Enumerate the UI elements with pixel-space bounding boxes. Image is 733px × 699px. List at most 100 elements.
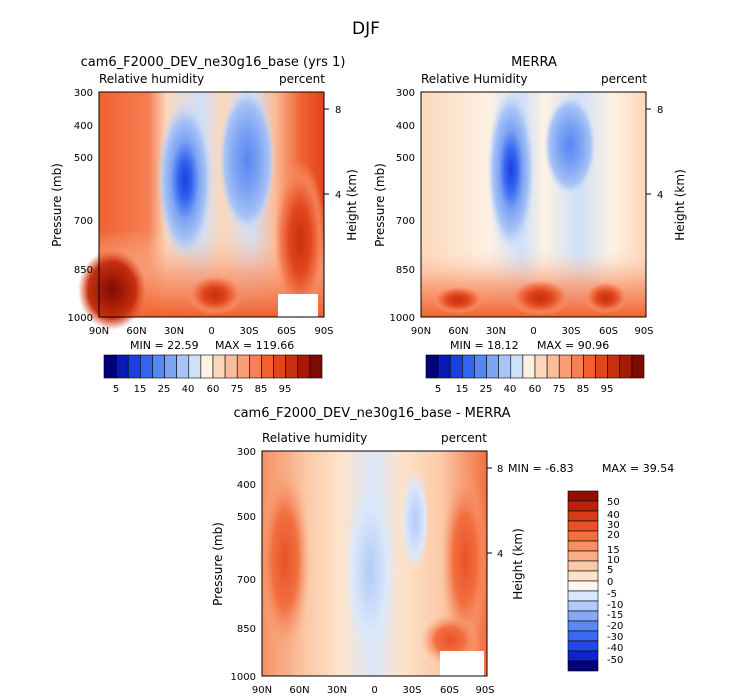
y-tick-label: 400 — [237, 480, 256, 491]
colorbar-cell — [567, 550, 599, 562]
field-blue-lobe — [219, 88, 275, 232]
colorbar-label: 95 — [601, 384, 614, 395]
y-tick-label: 400 — [74, 121, 93, 132]
colorbar-cell — [567, 630, 599, 642]
colorbar-label: 75 — [231, 384, 244, 395]
y-tick-label: 300 — [396, 88, 415, 99]
y2-tick-label: 8 — [497, 464, 503, 475]
x-tick-label: 90N — [252, 685, 272, 696]
field-blue-core — [487, 88, 535, 252]
max-stat: MAX = 119.66 — [215, 339, 294, 352]
x-tick-label: 60N — [448, 326, 468, 337]
colorbar-cell — [522, 354, 536, 379]
field-red-north — [432, 286, 484, 314]
y-tick-label: 1000 — [68, 313, 93, 324]
plot-frame — [261, 450, 488, 677]
colorbar-cell — [567, 640, 599, 652]
colorbar-cell — [567, 490, 599, 502]
y-tick-label: 1000 — [390, 313, 415, 324]
y2-axis-title: Height (km) — [673, 169, 687, 240]
colorbar-cell — [595, 354, 608, 379]
y2-tick-label: 8 — [335, 105, 341, 116]
x-tick-label: 60S — [599, 326, 618, 337]
colorbar-label: -40 — [607, 643, 623, 654]
colorbar-cell — [462, 354, 475, 379]
colorbar-cell — [474, 354, 487, 379]
y-tick-label: 850 — [396, 265, 415, 276]
y2-axis-ticks: 8 4 — [324, 105, 341, 201]
y-tick-label: 700 — [396, 216, 415, 227]
colorbar-label: 30 — [607, 520, 620, 531]
min-stat: MIN = 18.12 — [450, 339, 519, 352]
max-stat: MAX = 90.96 — [537, 339, 609, 352]
colorbar-cell — [176, 354, 190, 379]
y-axis-title: Pressure (mb) — [211, 522, 225, 606]
colorbar-label: -10 — [607, 600, 623, 611]
plot-frame — [420, 91, 647, 318]
colorbar-cell — [115, 354, 129, 379]
colorbar-cell — [631, 354, 645, 379]
colorbar-cell — [200, 354, 214, 379]
colorbar-cell — [127, 354, 141, 379]
y-axis-ticks: 300 400 500 700 850 1000 — [231, 447, 256, 683]
min-stat: MIN = -6.83 — [508, 462, 574, 475]
field-red-south — [584, 282, 628, 314]
panel-title: cam6_F2000_DEV_ne30g16_base - MERRA — [233, 406, 510, 421]
colorbar-cell — [567, 650, 599, 662]
colorbar-cell — [567, 570, 599, 582]
colorbar-cell — [224, 354, 238, 379]
x-axis-ticks: 90N 60N 30N 0 30S 60S 90S — [252, 685, 495, 696]
x-tick-label: 30N — [486, 326, 506, 337]
colorbar-label: 5 — [607, 565, 613, 576]
colorbar-cell — [449, 354, 463, 379]
y2-axis-ticks: 8 4 — [487, 464, 503, 560]
x-tick-label: 0 — [530, 326, 536, 337]
colorbar-cell — [285, 354, 299, 379]
panel-difference: cam6_F2000_DEV_ne30g16_base - MERRA Rela… — [211, 406, 674, 696]
colorbar-label: 5 — [435, 384, 441, 395]
colorbar: 50 40 30 20 15 10 5 0 -5 -10 -15 -20 -30… — [567, 490, 623, 672]
colorbar-cell — [619, 354, 633, 379]
field-blue-equator — [346, 480, 394, 660]
colorbar-label: -20 — [607, 621, 623, 632]
field-blue-core — [157, 100, 213, 260]
panel-model: cam6_F2000_DEV_ne30g16_base (yrs 1) Rela… — [50, 55, 359, 395]
colorbar-cell — [309, 354, 323, 379]
x-tick-label: 30S — [402, 685, 421, 696]
missing-region — [278, 294, 318, 317]
colorbar-cell — [188, 354, 202, 379]
min-stat: MIN = 22.59 — [130, 339, 199, 352]
x-tick-label: 30S — [239, 326, 258, 337]
max-stat: MAX = 39.54 — [602, 462, 674, 475]
x-tick-label: 0 — [371, 685, 377, 696]
colorbar-cell — [273, 354, 286, 379]
colorbar-label: 60 — [529, 384, 542, 395]
colorbar-cell — [498, 354, 512, 379]
colorbar-label: 95 — [279, 384, 292, 395]
colorbar-label: -15 — [607, 610, 623, 621]
field-red-north — [78, 250, 146, 330]
y-tick-label: 700 — [74, 216, 93, 227]
panel-title: MERRA — [511, 55, 557, 70]
colorbar-cell — [249, 354, 262, 379]
colorbar-label: 40 — [182, 384, 195, 395]
colorbar-cell — [607, 354, 621, 379]
y-axis-title: Pressure (mb) — [50, 163, 64, 247]
colorbar-label: 15 — [456, 384, 469, 395]
x-axis-ticks: 90N 60N 30N 0 30S 60S 90S — [411, 326, 654, 337]
x-tick-label: 90S — [314, 326, 333, 337]
y-tick-label: 300 — [74, 88, 93, 99]
y-tick-label: 400 — [396, 121, 415, 132]
x-tick-label: 90N — [411, 326, 431, 337]
colorbar-cell — [103, 354, 117, 379]
contour-field — [259, 450, 489, 677]
y-tick-label: 300 — [237, 447, 256, 458]
y-tick-label: 500 — [396, 153, 415, 164]
units-label: percent — [279, 72, 325, 86]
y-tick-label: 850 — [237, 624, 256, 635]
colorbar-label: 40 — [504, 384, 517, 395]
colorbar-cell — [152, 354, 165, 379]
y2-axis-title: Height (km) — [345, 169, 359, 240]
colorbar-cell — [567, 610, 599, 622]
